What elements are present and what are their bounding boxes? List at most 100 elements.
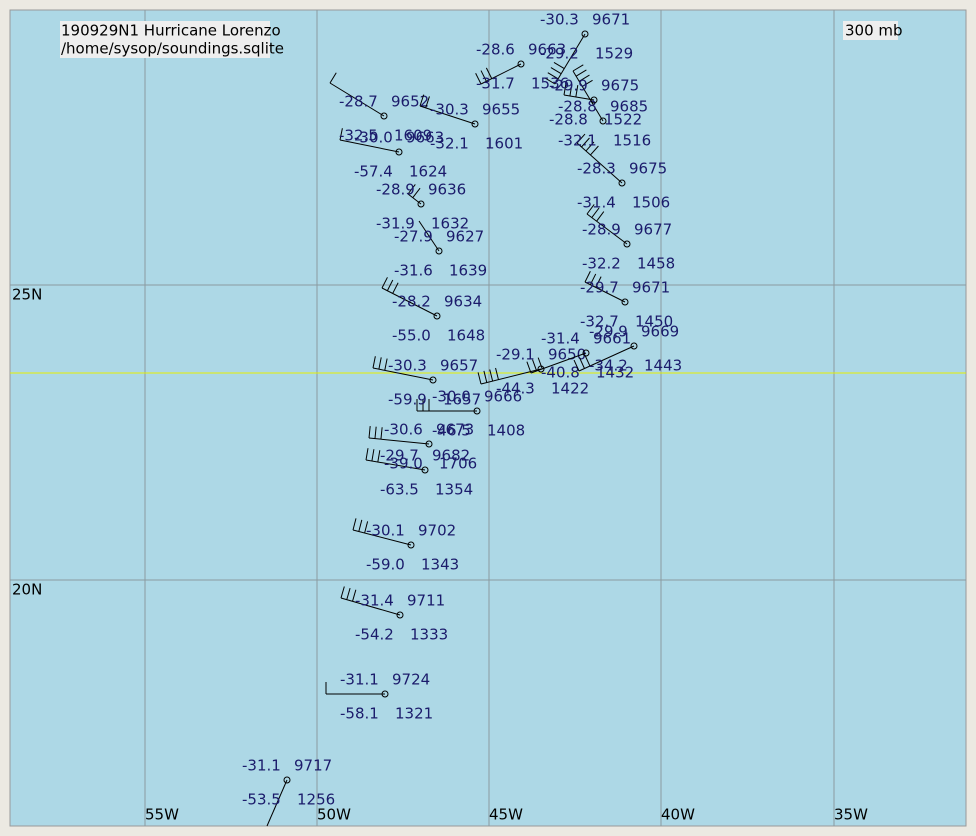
temperature: -28.9 (376, 181, 415, 199)
temperature: -30.3 (388, 357, 427, 375)
station-marker (407, 541, 415, 549)
height: 9661 (593, 330, 631, 348)
station-value: 1408 (487, 422, 525, 440)
station-value: 1657 (443, 391, 481, 409)
barb-tick (329, 72, 337, 84)
station-marker (425, 440, 433, 448)
lon-label: 35W (834, 806, 868, 824)
barb-tick (579, 357, 585, 369)
header-box (60, 21, 270, 58)
station: -30.0 9666 -46.5 1408 (416, 388, 525, 440)
dewpoint: -59.0 (366, 556, 405, 574)
barb-tick (386, 279, 394, 291)
barb-tick (368, 426, 371, 439)
height: 9671 (632, 279, 670, 297)
height: 9669 (641, 323, 679, 341)
station-marker (381, 690, 389, 698)
barb-tick (573, 359, 580, 372)
wind-barb (329, 82, 385, 117)
barb-tick (407, 184, 416, 195)
dewpoint: -34.2 (589, 357, 628, 375)
barb-tick (412, 187, 421, 198)
dewpoint: -31.4 (577, 194, 616, 212)
temperature: -28.3 (577, 160, 616, 178)
dewpoint: -32.2 (582, 255, 621, 273)
station-marker (623, 240, 631, 248)
barb-tick (346, 587, 351, 600)
wind-barb (563, 94, 595, 101)
barb-tick (572, 64, 584, 72)
station: -31.1 9717 -53.5 1256 (242, 757, 335, 827)
dewpoint: -55.0 (392, 327, 431, 345)
station-marker (433, 312, 441, 320)
level: 300 mb (845, 22, 903, 40)
wind-barb (530, 352, 587, 374)
station-value: 1443 (644, 357, 682, 375)
height: 9673 (436, 421, 474, 439)
station-value: 1609 (394, 127, 432, 145)
height: 9663 (406, 129, 444, 147)
dewpoint: -32.5 (339, 127, 378, 145)
dewpoint: -58.1 (340, 705, 379, 723)
wind-barb (419, 105, 476, 125)
barb-tick (590, 145, 599, 156)
wind-barb (368, 437, 430, 445)
height: 9671 (592, 11, 630, 29)
barb-tick (596, 211, 605, 222)
dewpoint: -40.8 (541, 364, 580, 382)
station-value: 1458 (637, 255, 675, 273)
station: -28.9 9677 -32.2 1458 (582, 204, 675, 273)
station-value: 1639 (449, 262, 487, 280)
barb-tick (585, 141, 595, 152)
station-marker (517, 60, 525, 68)
barb-tick (495, 367, 499, 380)
barb-tick (477, 372, 482, 385)
barb-tick (544, 77, 556, 85)
wind-barb (352, 529, 412, 546)
station-value: 1601 (485, 135, 523, 153)
station-value: 1422 (551, 380, 589, 398)
station-marker (621, 298, 629, 306)
station: -30.3 9655 -32.1 1601 (419, 94, 523, 153)
height: 9677 (634, 221, 672, 239)
dewpoint: -63.5 (380, 481, 419, 499)
wind-barb (365, 459, 426, 471)
dewpoint: -53.5 (242, 791, 281, 809)
station: -29.7 9671 -32.7 1450 (580, 271, 673, 331)
barb-tick (358, 519, 363, 532)
barb-tick (526, 361, 532, 374)
height: 9675 (601, 77, 639, 95)
barb-tick (381, 277, 388, 289)
barb-tick (575, 85, 579, 98)
barb-tick (364, 521, 369, 534)
station-marker (471, 120, 479, 128)
barb-tick (547, 72, 559, 80)
station: -28.6 9663 -31.7 1536 (475, 41, 569, 93)
height: 9663 (528, 41, 566, 59)
station-value: 1333 (410, 626, 448, 644)
station-value: 1706 (439, 455, 477, 473)
lat-label: 20N (12, 581, 42, 599)
station: -28.7 9652 -32.5 1609 (329, 72, 432, 145)
barb-tick (419, 94, 425, 107)
temperature: -30.6 (384, 421, 423, 439)
station-value: 1354 (435, 481, 473, 499)
dewpoint: -31.7 (476, 75, 515, 93)
station: -31.4 9661 -40.8 1432 (526, 330, 634, 382)
height: 9652 (391, 93, 429, 111)
height: 9702 (418, 522, 456, 540)
lat-label: 25N (12, 286, 42, 304)
wind-barb (576, 142, 623, 184)
wind-barb (480, 63, 522, 85)
station-value: 1321 (395, 705, 433, 723)
lon-label: 55W (145, 806, 179, 824)
height: 9636 (428, 181, 466, 199)
temperature: -31.4 (355, 592, 394, 610)
station: -29.9 9675-28.8 1522 (549, 77, 642, 129)
wind-barb (418, 220, 440, 252)
barb-tick (489, 369, 494, 382)
barb-tick (339, 128, 343, 141)
temperature: -28.6 (476, 41, 515, 59)
station-marker (581, 30, 589, 38)
barb-tick (352, 518, 357, 531)
